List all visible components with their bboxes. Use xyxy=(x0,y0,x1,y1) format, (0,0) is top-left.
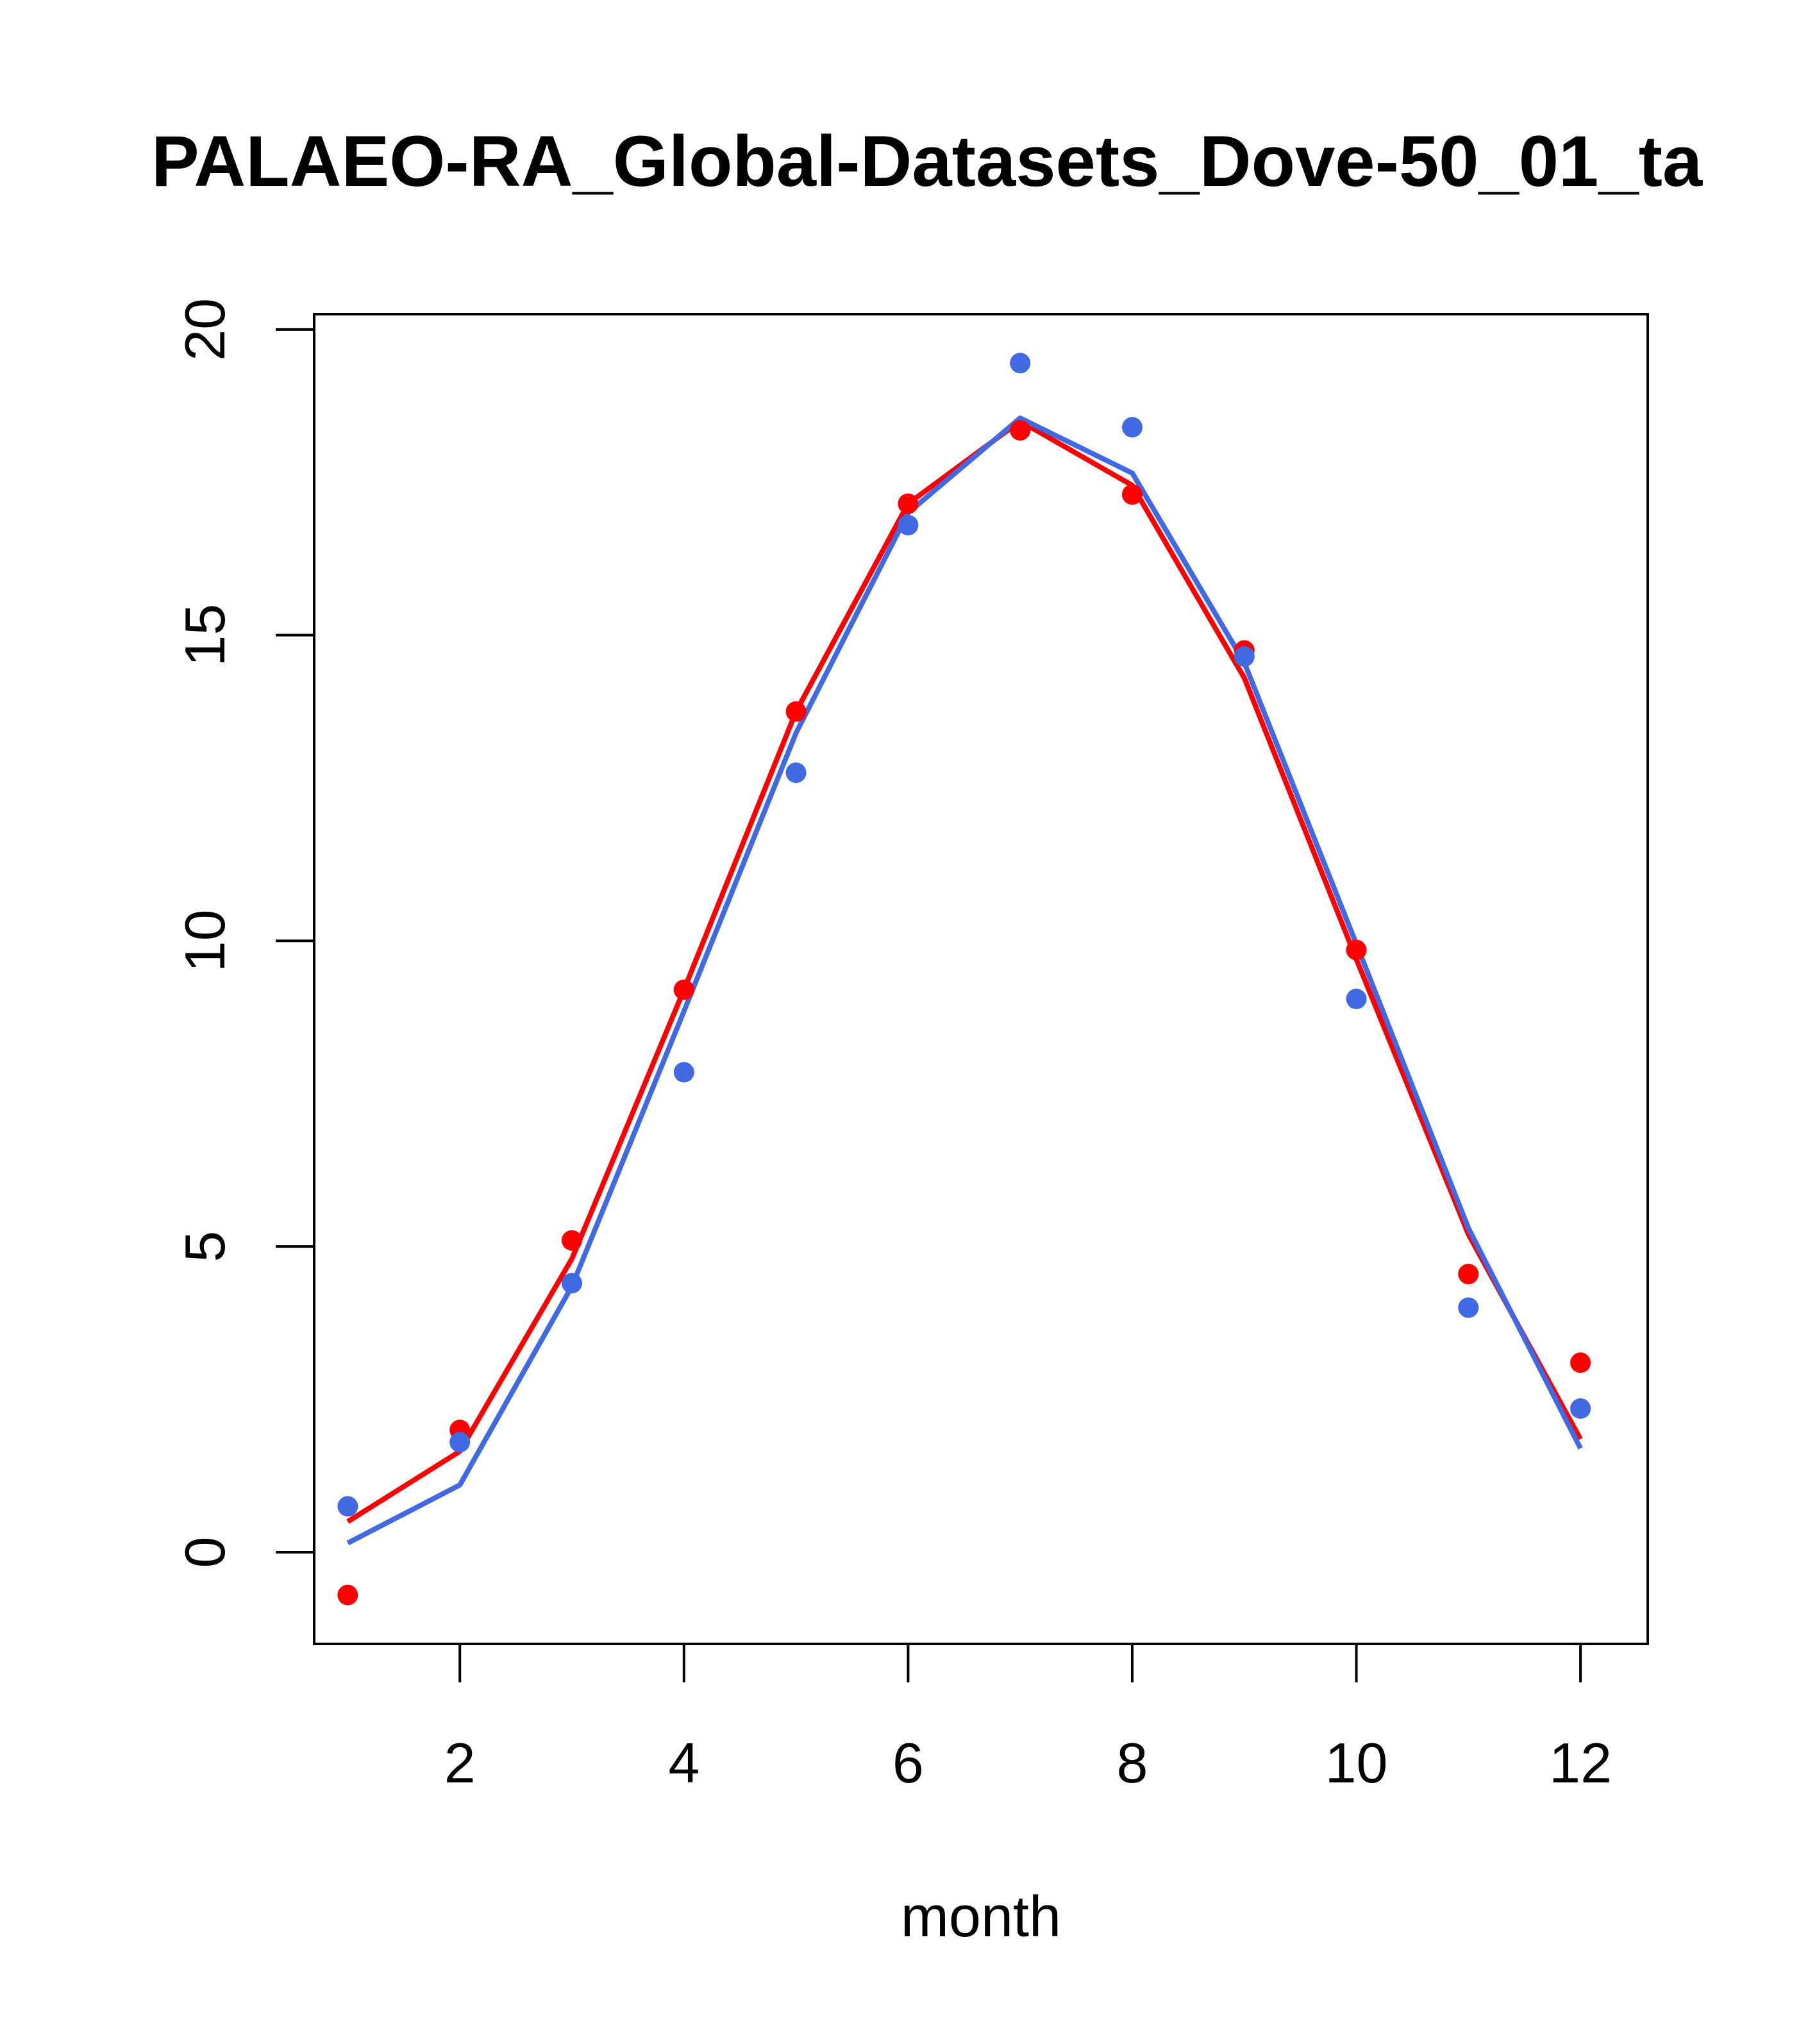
series-1-point-6 xyxy=(898,493,919,514)
series-1-point-7 xyxy=(1010,420,1031,441)
series-layer xyxy=(337,353,1591,1605)
series-1-point-5 xyxy=(785,701,807,722)
y-tick-label-0: 0 xyxy=(173,1536,237,1568)
series-1-point-4 xyxy=(673,979,694,1000)
x-tick-label-12: 12 xyxy=(1549,1731,1612,1795)
x-tick-label-10: 10 xyxy=(1325,1731,1388,1795)
chart-title: PALAEO-RA_Global-Datasets_Dove-50_01_ta xyxy=(151,121,1703,201)
plot-frame xyxy=(313,313,1649,1645)
x-tick-label-8: 8 xyxy=(1116,1731,1148,1795)
series-2-point-10 xyxy=(1346,989,1367,1009)
series-2-point-2 xyxy=(449,1432,471,1453)
series-2-point-3 xyxy=(562,1273,582,1294)
series-2-point-7 xyxy=(1010,353,1031,374)
series-1-point-3 xyxy=(562,1230,582,1251)
series-2-point-9 xyxy=(1234,646,1255,667)
x-tick-label-6: 6 xyxy=(892,1731,924,1795)
series-2-line xyxy=(346,415,1583,1546)
x-tick-label-4: 4 xyxy=(668,1731,699,1795)
series-2-point-5 xyxy=(785,762,807,783)
series-2-point-8 xyxy=(1122,417,1143,438)
series-2-point-1 xyxy=(337,1496,358,1517)
series-1-point-10 xyxy=(1346,939,1367,960)
series-1-point-1 xyxy=(337,1584,358,1605)
series-1-point-8 xyxy=(1122,484,1143,505)
series-1-point-12 xyxy=(1570,1352,1591,1373)
series-1-point-11 xyxy=(1458,1264,1479,1285)
series-2-point-12 xyxy=(1570,1398,1591,1419)
x-tick-label-2: 2 xyxy=(444,1731,476,1795)
x-axis-label: month xyxy=(901,1885,1061,1949)
series-2-point-11 xyxy=(1458,1297,1479,1318)
y-axis: 0 5 10 15 20 xyxy=(173,298,315,1568)
series-2-point-6 xyxy=(898,515,919,535)
y-tick-label-20: 20 xyxy=(173,298,237,361)
y-tick-label-5: 5 xyxy=(173,1231,237,1262)
y-tick-label-15: 15 xyxy=(173,604,237,667)
series-2-point-4 xyxy=(673,1062,694,1083)
x-axis: 2 4 6 8 10 12 xyxy=(444,1643,1612,1795)
y-tick-label-10: 10 xyxy=(173,909,237,972)
